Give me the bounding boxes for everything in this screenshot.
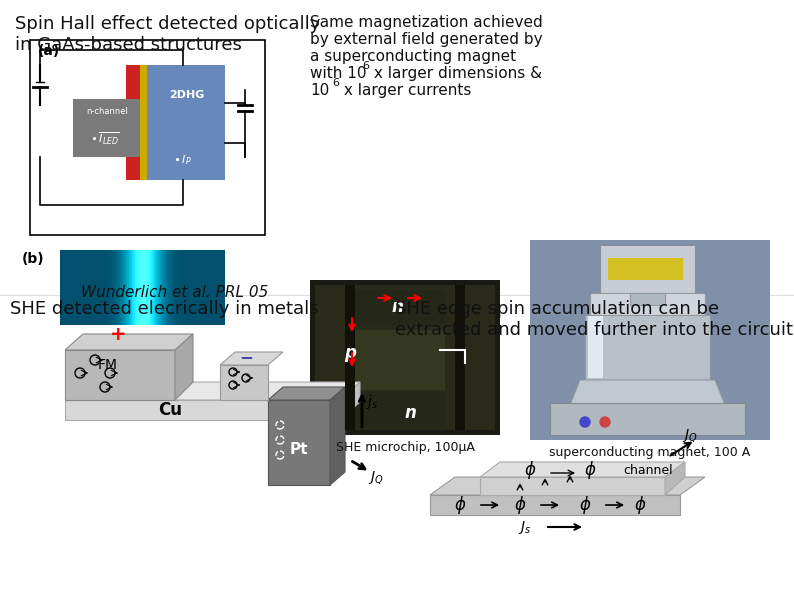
Bar [608, 258, 683, 280]
Polygon shape [220, 365, 268, 400]
Text: SHE edge spin accumulation can be
extracted and moved further into the circuit: SHE edge spin accumulation can be extrac… [395, 300, 793, 339]
Polygon shape [65, 400, 340, 420]
Polygon shape [65, 350, 175, 400]
Text: $J_s$: $J_s$ [518, 518, 532, 536]
Bar [126, 65, 140, 180]
Bar [73, 99, 141, 157]
Text: 10: 10 [310, 83, 330, 98]
Polygon shape [175, 334, 193, 400]
Bar [140, 65, 147, 180]
Text: $\phi$: $\phi$ [584, 459, 596, 481]
Polygon shape [65, 382, 360, 400]
Text: FM: FM [98, 358, 118, 372]
Bar [600, 245, 695, 295]
Text: $\phi$: $\phi$ [634, 494, 646, 516]
Bar [310, 280, 500, 435]
Bar [588, 316, 603, 378]
Bar [630, 293, 665, 305]
Circle shape [580, 417, 590, 427]
Text: (a): (a) [38, 44, 60, 58]
Polygon shape [340, 382, 360, 420]
Text: x larger dimensions &: x larger dimensions & [369, 66, 542, 81]
Text: with 10: with 10 [310, 66, 367, 81]
Bar [550, 403, 745, 435]
Text: $\phi$: $\phi$ [514, 494, 526, 516]
Text: $J_Q$: $J_Q$ [368, 468, 384, 486]
Polygon shape [430, 495, 680, 515]
Text: Same magnetization achieved: Same magnetization achieved [310, 15, 543, 30]
Text: $J_Q$: $J_Q$ [682, 427, 698, 443]
Text: p: p [344, 344, 356, 362]
Polygon shape [268, 387, 345, 400]
Text: n: n [404, 404, 416, 422]
Text: Wunderlich et al. PRL 05: Wunderlich et al. PRL 05 [81, 285, 268, 300]
Polygon shape [65, 334, 193, 350]
Text: (b): (b) [22, 252, 44, 266]
Text: $\bullet\,I_P$: $\bullet\,I_P$ [173, 153, 192, 167]
Polygon shape [665, 462, 685, 495]
Bar [345, 285, 355, 430]
Bar [315, 285, 495, 430]
Text: channel: channel [623, 464, 673, 477]
Polygon shape [570, 380, 725, 405]
Text: n-channel: n-channel [86, 107, 128, 115]
Text: a superconducting magnet: a superconducting magnet [310, 49, 516, 64]
Bar [140, 65, 225, 180]
Bar [350, 330, 445, 390]
Text: $\bullet\,\overline{I_{LED}}$: $\bullet\,\overline{I_{LED}}$ [91, 131, 120, 147]
Text: $\phi$: $\phi$ [454, 494, 466, 516]
Text: n: n [391, 298, 403, 316]
Text: Spin Hall effect detected optically
in GaAs-based structures: Spin Hall effect detected optically in G… [15, 15, 320, 54]
Bar [30, 40, 265, 235]
Text: 2DHG: 2DHG [169, 90, 204, 100]
Text: −: − [239, 348, 253, 366]
Polygon shape [268, 400, 330, 485]
Polygon shape [430, 477, 705, 495]
Text: +: + [110, 325, 126, 345]
Text: $\phi$: $\phi$ [524, 459, 536, 481]
Bar [350, 392, 445, 427]
Text: 6: 6 [362, 61, 369, 71]
Polygon shape [330, 387, 345, 485]
Text: 6: 6 [332, 78, 339, 88]
Polygon shape [480, 477, 665, 495]
Polygon shape [220, 352, 283, 365]
Polygon shape [480, 462, 685, 477]
Text: $j_s$: $j_s$ [366, 393, 378, 411]
Bar [350, 290, 445, 325]
Bar [530, 240, 770, 440]
Circle shape [600, 417, 610, 427]
Bar [590, 293, 705, 315]
Text: by external field generated by: by external field generated by [310, 32, 542, 47]
Text: SHE microchip, 100μA: SHE microchip, 100μA [336, 441, 475, 454]
Text: Pt: Pt [290, 443, 308, 458]
Bar [585, 315, 710, 380]
Text: SHE detected elecrically in metals: SHE detected elecrically in metals [10, 300, 318, 318]
Bar [455, 285, 465, 430]
Text: $\phi$: $\phi$ [579, 494, 592, 516]
Text: superconducting magnet, 100 A: superconducting magnet, 100 A [549, 446, 750, 459]
Text: x larger currents: x larger currents [339, 83, 472, 98]
Text: Cu: Cu [158, 401, 182, 419]
